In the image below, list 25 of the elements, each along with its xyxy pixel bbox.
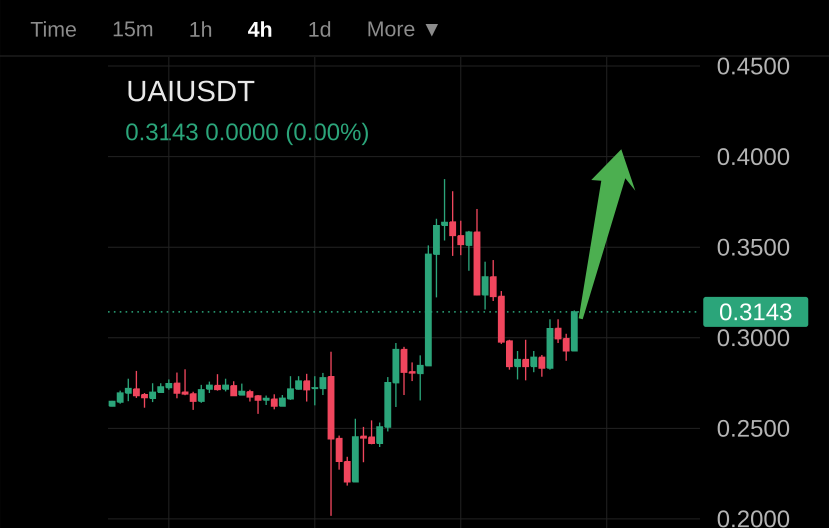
- candlestick: [449, 190, 456, 257]
- candlestick: [222, 378, 230, 392]
- candlestick: [206, 380, 213, 394]
- text: More ▼: [368, 22, 438, 36]
- y-tick-label: 0.4000: [718, 148, 790, 166]
- candlestick: [457, 220, 464, 256]
- y-tick-label: 0.3000: [718, 329, 790, 346]
- candlestick: [303, 373, 310, 402]
- y-tick-label: 0.3500: [718, 238, 790, 256]
- candlestick: [262, 394, 270, 406]
- ref-line-label: 0.3143: [720, 303, 792, 320]
- text: 0.3143 0.0000 (0.00%): [126, 122, 368, 146]
- candlestick: [270, 394, 278, 410]
- candlestick: [522, 339, 530, 382]
- y-tick-label: 0.4500: [718, 58, 790, 75]
- y-tick-label: 0.2500: [718, 420, 790, 437]
- text: Time: [30, 21, 76, 37]
- text: 1h: [190, 21, 212, 37]
- text: UAIUSDT: [128, 80, 254, 102]
- candlestick: [530, 350, 538, 373]
- text: 15m: [114, 22, 152, 36]
- text: 1d: [309, 21, 330, 37]
- text: 4h: [248, 21, 272, 37]
- candlestick: [198, 384, 205, 404]
- y-tick-label: 0.2000: [718, 510, 790, 528]
